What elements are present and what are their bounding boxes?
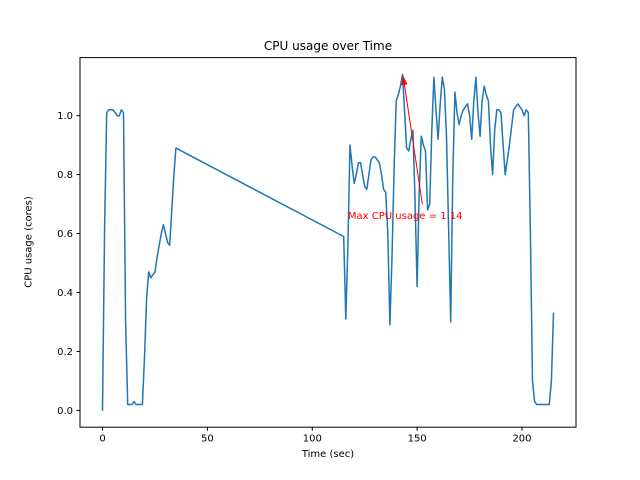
max-cpu-annotation-text: Max CPU usage = 1.14 [347,211,463,223]
y-tick-label: 0.8 [57,170,73,181]
cpu-usage-line [101,73,555,412]
x-axis-label: Time (sec) [301,449,355,460]
annotation-arrow-head [401,75,408,86]
y-axis-label: CPU usage (cores) [23,196,35,288]
x-tick-label: 150 [408,434,427,445]
y-tick-label: 0.2 [57,347,73,358]
y-tick-label: 0.4 [57,288,73,299]
x-tick-label: 200 [512,434,531,445]
annotation-arrow-line [402,75,423,205]
y-tick-label: 0.0 [57,406,73,417]
chart-title: CPU usage over Time [263,39,393,53]
x-tick-label: 50 [201,434,214,445]
y-tick-label: 0.6 [57,229,73,240]
x-tick-label: 100 [303,434,322,445]
plot-border [79,57,577,428]
y-tick-label: 1.0 [57,111,73,122]
x-tick-label: 0 [99,434,105,445]
